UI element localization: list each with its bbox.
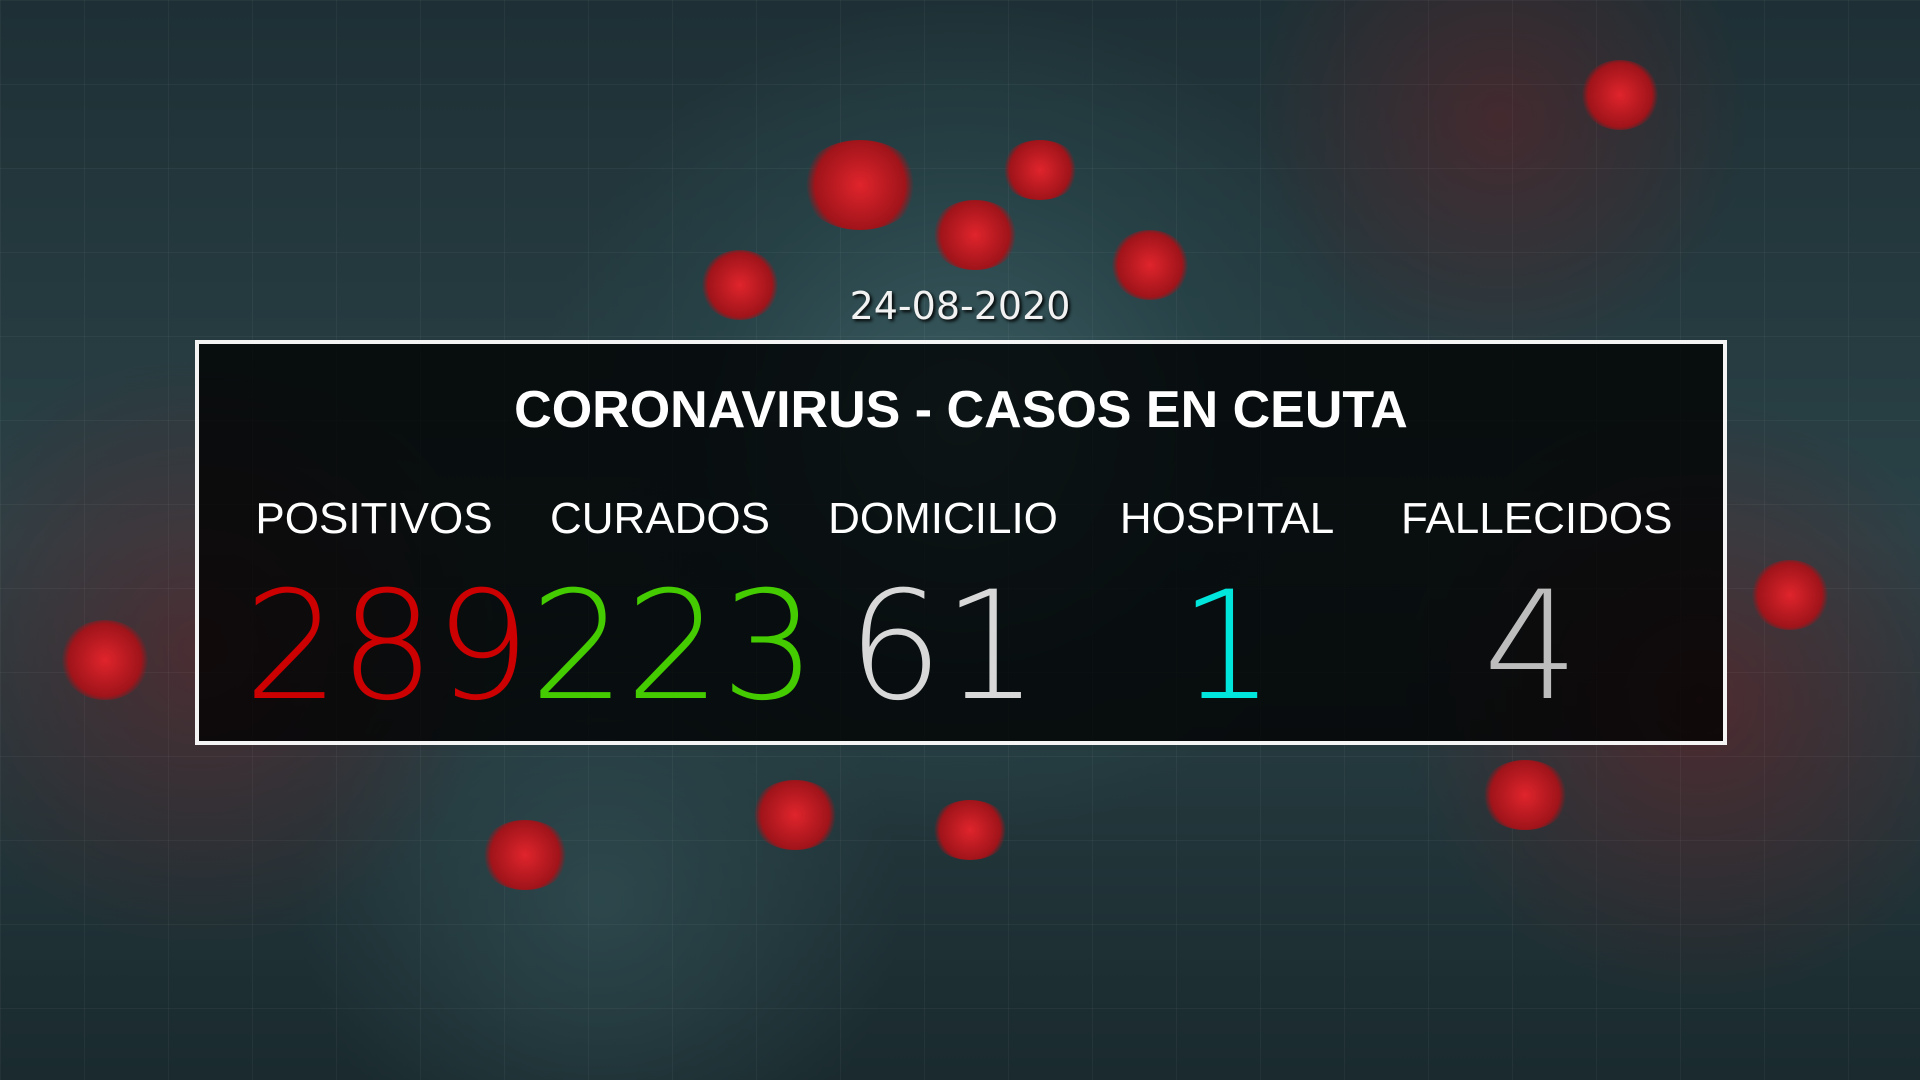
- stat-label: CURADOS: [549, 494, 771, 543]
- stat-value: 4: [1483, 560, 1579, 734]
- stat-curados: CURADOS 223: [530, 494, 817, 734]
- stat-fallecidos: FALLECIDOS 4: [1401, 494, 1673, 734]
- date-label: 24-08-2020: [849, 284, 1071, 328]
- stat-hospital: HOSPITAL 1: [1097, 494, 1357, 722]
- stat-value: 289: [244, 560, 531, 734]
- stat-domicilio: DOMICILIO 61: [813, 494, 1073, 722]
- stat-value: 1: [1179, 560, 1275, 734]
- stat-positivos: POSITIVOS 289: [244, 494, 531, 734]
- stat-label: POSITIVOS: [255, 494, 493, 543]
- stat-value: 223: [530, 560, 817, 734]
- cases-panel: CORONAVIRUS - CASOS EN CEUTA POSITIVOS 2…: [195, 340, 1727, 745]
- stat-label: FALLECIDOS: [1401, 494, 1673, 543]
- stat-label: HOSPITAL: [1119, 494, 1335, 543]
- stat-label: DOMICILIO: [828, 494, 1058, 543]
- stat-value: 61: [847, 560, 1039, 734]
- panel-title: CORONAVIRUS - CASOS EN CEUTA: [514, 381, 1408, 439]
